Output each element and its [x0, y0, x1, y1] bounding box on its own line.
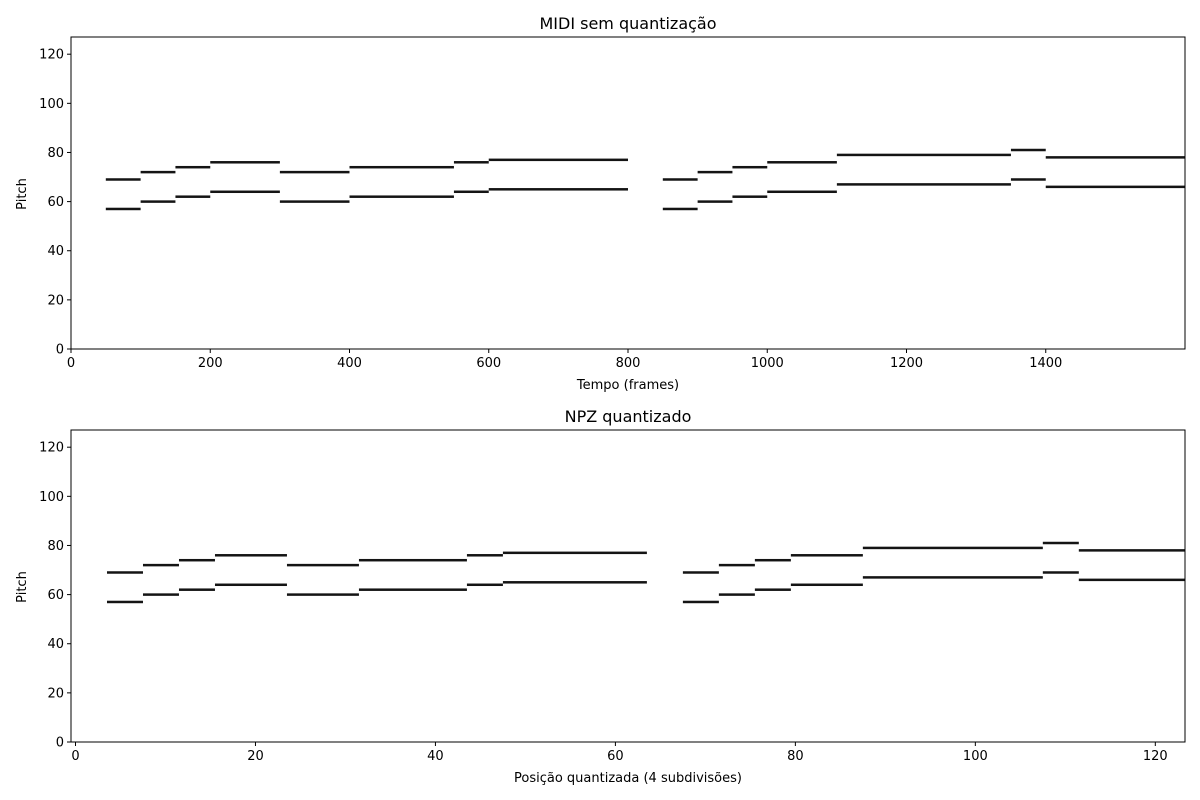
- x-tick-label: 60: [607, 749, 624, 764]
- note-bar: [836, 153, 1011, 157]
- x-tick-label: 400: [337, 356, 362, 371]
- note-bar: [358, 558, 467, 562]
- note-bar: [210, 190, 280, 194]
- chart-panel-midi: MIDI sem quantização Tempo (frames) Pitc…: [15, 14, 1186, 393]
- x-tick-label: 40: [427, 749, 444, 764]
- y-tick-label: 40: [47, 637, 64, 652]
- note-bar: [488, 188, 628, 191]
- x-tick-label: 600: [476, 356, 501, 371]
- note-bar: [1045, 156, 1185, 159]
- note-bar: [662, 207, 698, 211]
- note-bar: [767, 190, 837, 194]
- note-bar: [1078, 578, 1185, 582]
- x-tick-label: 20: [247, 749, 264, 764]
- note-bar: [175, 165, 211, 169]
- x-tick-label: 0: [67, 356, 75, 371]
- y-tick-label: 20: [47, 293, 64, 308]
- x-axis-label: Tempo (frames): [576, 378, 679, 393]
- x-tick-label: 0: [71, 749, 79, 764]
- note-bar: [349, 195, 454, 198]
- note-bar: [358, 588, 467, 591]
- note-bar: [1042, 541, 1079, 545]
- y-tick-label: 60: [47, 195, 64, 210]
- x-tick-label: 1200: [890, 356, 923, 371]
- note-bar: [1042, 571, 1079, 574]
- note-bar: [453, 161, 489, 164]
- chart-title: MIDI sem quantização: [539, 14, 716, 33]
- note-bar: [214, 554, 287, 557]
- note-bar: [767, 161, 837, 164]
- note-bar: [286, 593, 359, 596]
- note-bar: [105, 178, 141, 181]
- note-bar: [682, 571, 719, 574]
- x-tick-label: 80: [787, 749, 804, 764]
- axes-frame: [70, 429, 1186, 743]
- note-bar: [466, 583, 503, 587]
- chart-panel-npz: NPZ quantizado Posição quantizada (4 sub…: [15, 407, 1186, 786]
- x-tick-label: 200: [198, 356, 223, 371]
- y-tick-label: 100: [39, 97, 64, 112]
- note-bar: [1045, 185, 1185, 189]
- note-bar: [488, 158, 628, 162]
- note-bar: [106, 571, 143, 574]
- y-axis-label: Pitch: [15, 178, 30, 210]
- note-bar: [178, 558, 215, 562]
- note-bar: [697, 170, 733, 174]
- note-bar: [682, 600, 719, 604]
- note-bar: [142, 593, 179, 596]
- x-axis-label: Posição quantizada (4 subdivisões): [514, 771, 742, 786]
- note-bar: [718, 563, 755, 567]
- note-bar: [718, 593, 755, 596]
- note-bar: [142, 563, 179, 567]
- note-bar: [178, 588, 215, 591]
- x-tick-label: 1400: [1029, 356, 1062, 371]
- note-bar: [466, 554, 503, 557]
- note-bar: [105, 207, 141, 211]
- note-bar: [1010, 148, 1046, 152]
- y-tick-label: 120: [39, 48, 64, 63]
- note-bar: [662, 178, 698, 181]
- y-tick-label: 120: [39, 441, 64, 456]
- x-tick-label: 100: [963, 749, 988, 764]
- note-bar: [140, 170, 176, 174]
- note-bar: [502, 551, 647, 555]
- note-bar: [754, 588, 791, 591]
- note-bar: [697, 200, 733, 203]
- note-bar: [502, 581, 647, 584]
- y-tick-label: 0: [56, 736, 64, 751]
- note-bar: [210, 161, 280, 164]
- note-bar: [106, 600, 143, 604]
- y-tick-label: 60: [47, 588, 64, 603]
- note-bar: [286, 563, 359, 567]
- note-bar: [453, 190, 489, 194]
- y-tick-label: 80: [47, 146, 64, 161]
- note-bar: [836, 183, 1011, 186]
- y-tick-label: 0: [56, 343, 64, 358]
- x-tick-label: 1000: [751, 356, 784, 371]
- x-tick-label: 800: [616, 356, 641, 371]
- y-tick-label: 40: [47, 244, 64, 259]
- note-bar: [175, 195, 211, 198]
- note-bar: [790, 554, 863, 557]
- note-bar: [862, 576, 1043, 579]
- y-tick-label: 100: [39, 490, 64, 505]
- note-bar: [862, 546, 1043, 550]
- chart-title: NPZ quantizado: [565, 407, 692, 426]
- note-bar: [140, 200, 176, 203]
- y-tick-label: 20: [47, 686, 64, 701]
- note-bar: [790, 583, 863, 587]
- note-bar: [732, 165, 768, 169]
- note-bar: [732, 195, 768, 198]
- note-bar: [1078, 549, 1185, 552]
- y-tick-label: 80: [47, 539, 64, 554]
- note-bar: [754, 558, 791, 562]
- note-bar: [279, 200, 350, 203]
- note-bar: [1010, 178, 1046, 181]
- y-axis-label: Pitch: [15, 571, 30, 603]
- x-tick-label: 120: [1143, 749, 1168, 764]
- note-bar: [214, 583, 287, 587]
- note-bar: [349, 165, 454, 169]
- note-bar: [279, 170, 350, 174]
